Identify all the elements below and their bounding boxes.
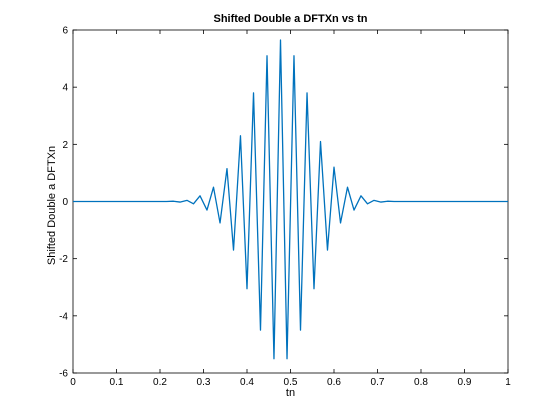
y-tick-label: 6 [62,26,68,37]
x-tick-label: 0.2 [153,377,167,388]
data-series-line [73,39,508,360]
y-tick-label: 2 [62,140,68,151]
y-tick-label: -6 [59,369,68,380]
y-axis-label: Shifted Double a DFTXn [46,146,58,265]
x-tick-label: 0.3 [197,377,211,388]
chart-title: Shifted Double a DFTXn vs tn [213,13,367,25]
x-axis-ticks: 0 0.1 0.2 0.3 0.4 0.5 0.6 0.7 0.8 0.9 1 [70,30,511,388]
x-tick-label: 0.1 [110,377,124,388]
y-tick-label: -4 [59,311,68,322]
x-tick-label: 0.9 [458,377,472,388]
x-tick-label: 0.5 [284,377,298,388]
x-tick-label: 0.7 [371,377,385,388]
y-tick-label: 0 [62,197,68,208]
x-tick-label: 0.4 [240,377,254,388]
x-tick-label: 0.6 [327,377,341,388]
y-tick-label: 4 [62,83,68,94]
x-tick-label: 0 [70,377,76,388]
x-axis-label: tn [286,387,295,399]
x-tick-label: 1 [505,377,511,388]
x-tick-label: 0.8 [414,377,428,388]
y-axis-ticks: -6 -4 -2 0 2 4 6 [59,26,508,380]
y-tick-label: -2 [59,254,68,265]
